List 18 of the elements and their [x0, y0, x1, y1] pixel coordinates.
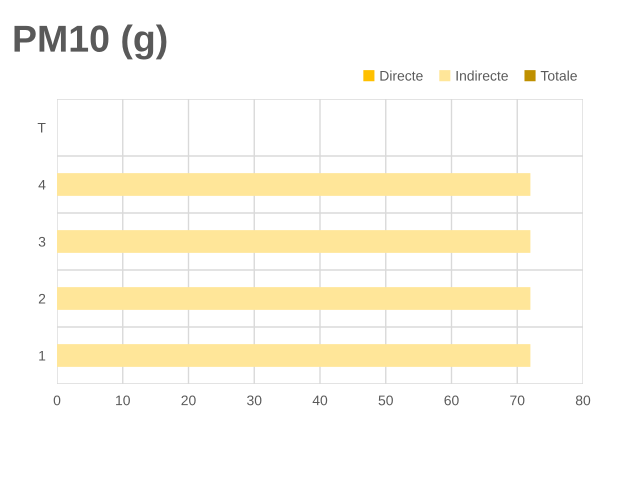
x-tick-label: 10 — [116, 395, 130, 406]
x-tick-label: 0 — [54, 395, 60, 406]
chart-title: PM10 (g) — [14, 24, 166, 60]
x-tick-label: 70 — [510, 395, 524, 406]
legend-label: Indirecte — [456, 70, 508, 81]
x-tick-label: 30 — [247, 395, 262, 406]
legend-label: Totale — [540, 70, 577, 81]
x-tick-label: 80 — [576, 395, 590, 406]
x-tick-label: 40 — [312, 395, 328, 406]
y-tick-label: 1 — [39, 350, 46, 361]
x-tick-label: 20 — [181, 395, 196, 406]
y-tick-label: T — [38, 122, 46, 133]
y-tick-label: 4 — [38, 180, 46, 190]
x-tick-label: 50 — [378, 395, 393, 406]
x-tick-label: 60 — [444, 395, 459, 406]
y-tick-label: 2 — [38, 294, 46, 304]
y-tick-label: 3 — [38, 236, 46, 247]
legend-label: Directe — [380, 70, 423, 81]
